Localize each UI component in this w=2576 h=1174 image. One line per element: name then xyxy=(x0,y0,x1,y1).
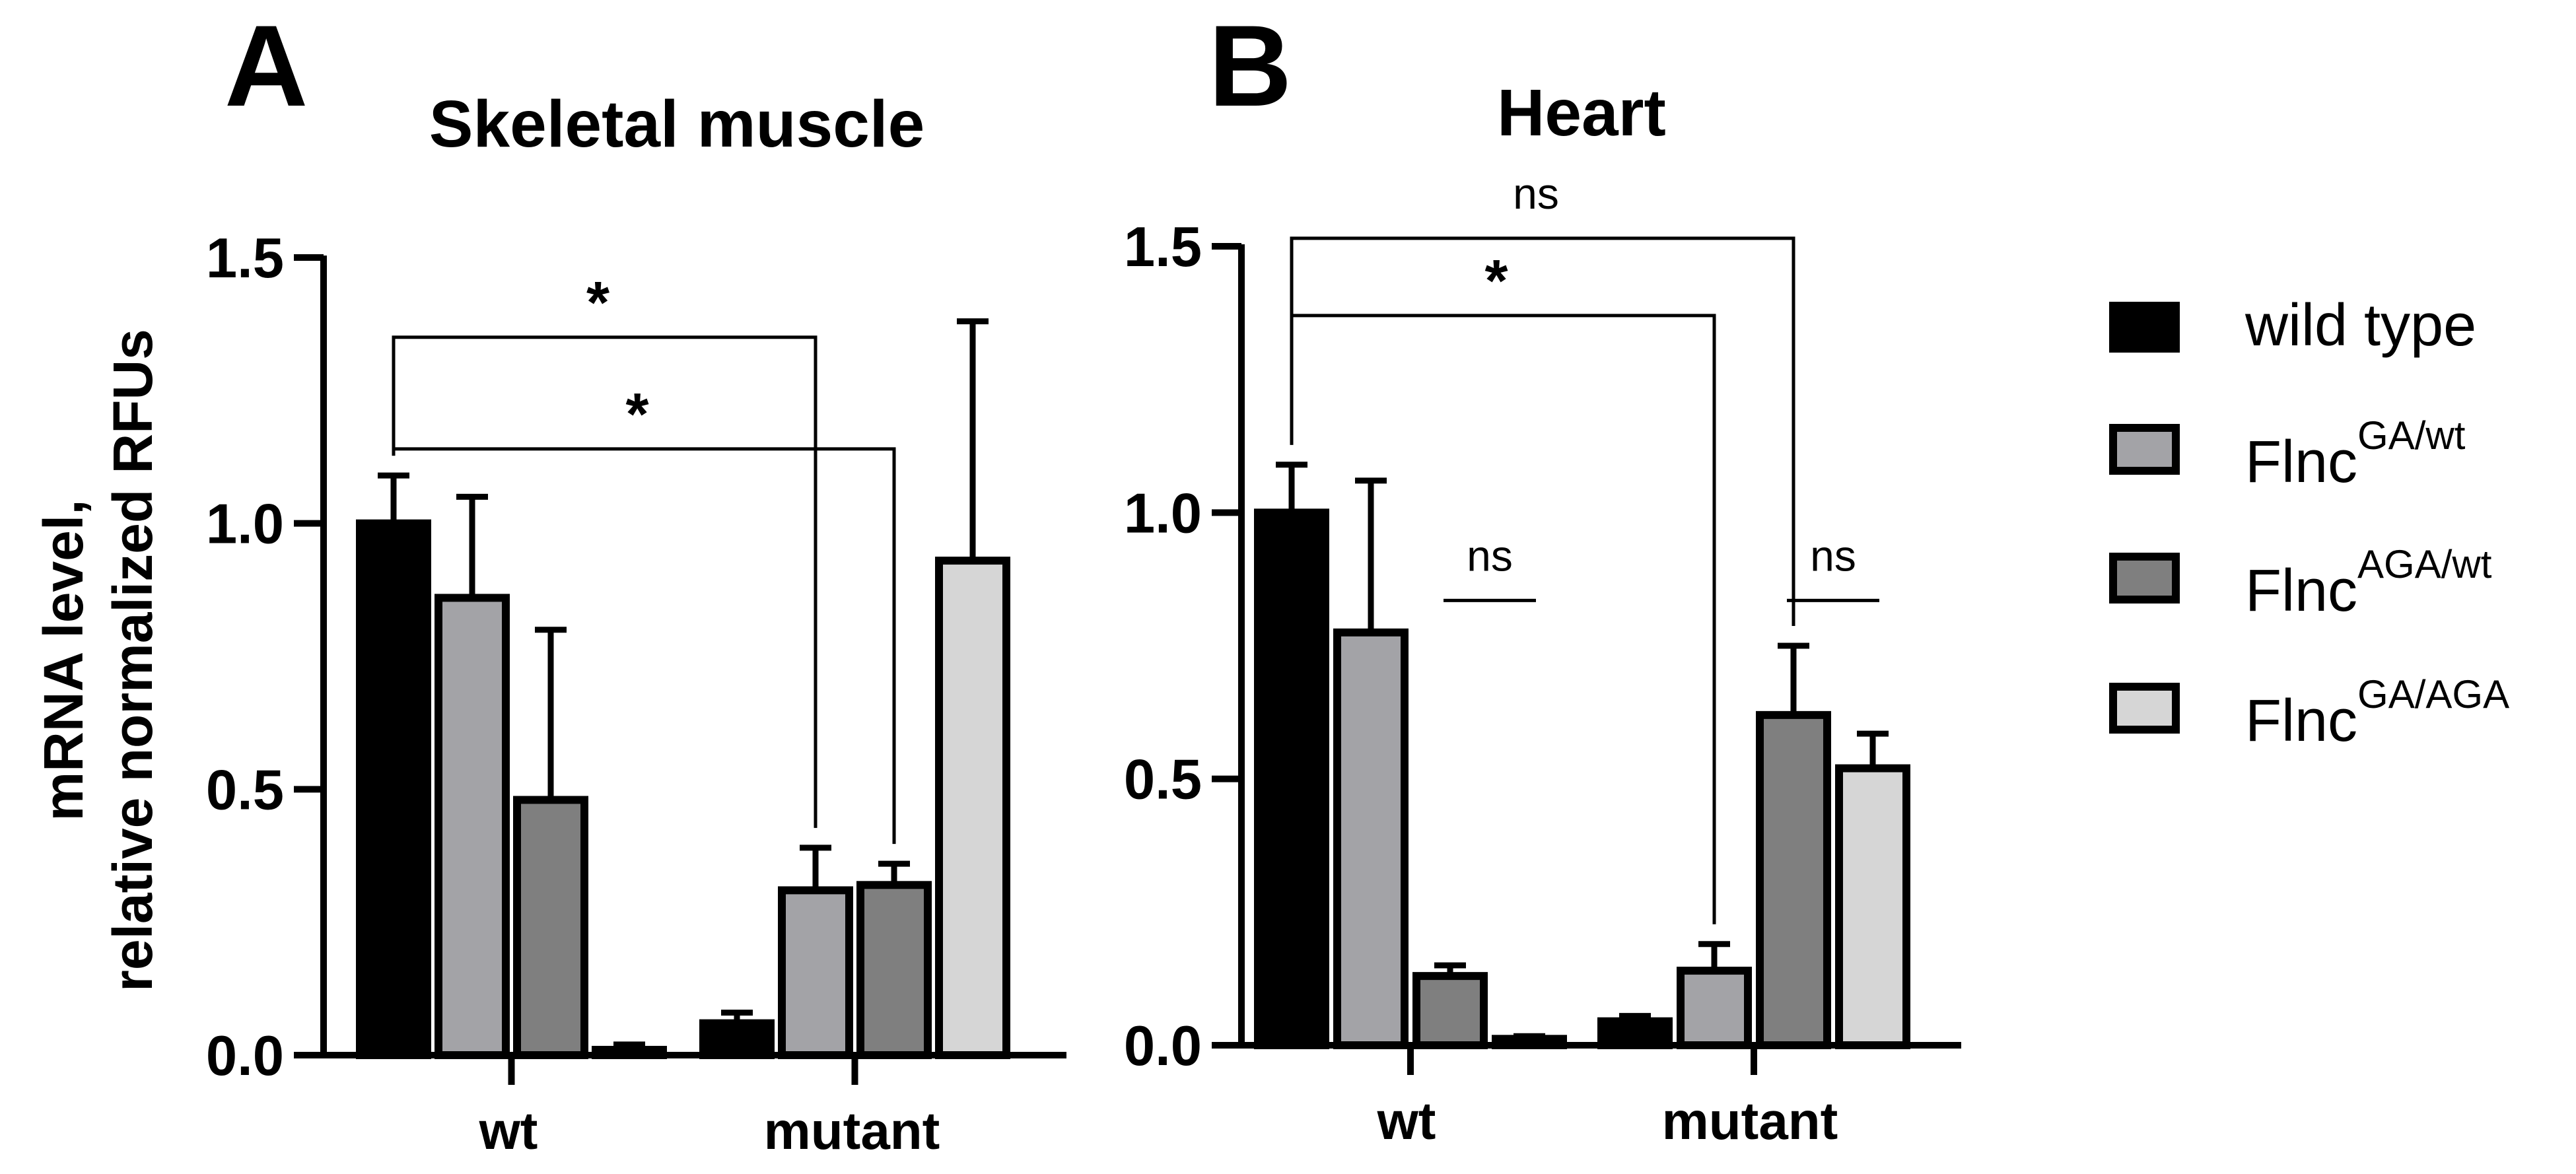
legend-entry-flnc-aga-wt: FlncAGA/wt xyxy=(2109,542,2492,624)
chart-title-heart: Heart xyxy=(1497,76,1666,150)
bar xyxy=(1412,972,1488,1049)
significance-label: * xyxy=(586,270,609,336)
bar xyxy=(1756,710,1831,1050)
panel-label-a: A xyxy=(225,2,308,131)
legend-label: FlncAGA/wt xyxy=(2245,542,2492,624)
y-tick-label: 1.5 xyxy=(206,227,284,290)
bar xyxy=(935,557,1010,1059)
legend-entry-flnc-ga-wt: FlncGA/wt xyxy=(2109,413,2466,495)
bar xyxy=(1835,764,1910,1049)
y-tick-label: 1.0 xyxy=(1124,482,1202,545)
group-label-mutant: mutant xyxy=(764,1101,940,1160)
legend-swatch xyxy=(2109,683,2180,734)
significance-label: ns xyxy=(1467,531,1513,580)
legend-label: FlncGA/wt xyxy=(2245,413,2466,495)
y-tick-label: 0.5 xyxy=(1124,749,1202,811)
group-label-wt: wt xyxy=(1377,1091,1436,1150)
legend-swatch xyxy=(2109,302,2180,353)
y-axis-label-line1: mRNA level, xyxy=(32,499,94,821)
significance-label: ns xyxy=(1810,531,1856,580)
bar xyxy=(435,594,510,1059)
group-label-wt: wt xyxy=(479,1101,538,1160)
bar xyxy=(1677,967,1752,1049)
y-tick-label: 1.5 xyxy=(1124,216,1202,279)
panel-b-marks: 0.00.51.01.5ns*ns ns xyxy=(1124,169,1961,1078)
legend-entry-flnc-ga-aga: FlncGA/AGA xyxy=(2109,672,2509,754)
bar xyxy=(778,886,853,1060)
bar xyxy=(699,1019,775,1060)
y-axis-label: mRNA level, relative normalized RFUs xyxy=(32,329,164,992)
bar xyxy=(1254,508,1329,1049)
bar xyxy=(1333,628,1409,1049)
panel-a: A Skeletal muscle wt mutant 0.0 0.5 1.0 1.5… xyxy=(206,2,1066,1160)
bar xyxy=(513,796,588,1059)
legend-label: wild type xyxy=(2245,293,2476,359)
y-tick-label: 0.5 xyxy=(206,759,284,821)
y-tick-label: 1.0 xyxy=(206,493,284,556)
legend-entry-wild-type: wild type xyxy=(2109,293,2476,359)
bar xyxy=(856,881,932,1059)
significance-bracket xyxy=(1290,314,1716,924)
bar xyxy=(592,1045,667,1059)
significance-label: * xyxy=(1484,248,1508,314)
legend: wild type FlncGA/wt FlncAGA/wt FlncGA/AG… xyxy=(2109,293,2509,754)
legend-swatch xyxy=(2109,553,2180,604)
significance-bracket xyxy=(392,447,896,845)
significance-label: * xyxy=(625,382,648,448)
significance-label: ns xyxy=(1513,169,1559,218)
legend-label: FlncGA/AGA xyxy=(2245,672,2509,754)
panel-label-b: B xyxy=(1208,2,1292,131)
bar xyxy=(1492,1035,1567,1049)
bar xyxy=(356,519,431,1059)
significance-bracket xyxy=(1290,236,1795,626)
bar xyxy=(1597,1017,1673,1049)
y-tick-label: 0.0 xyxy=(1124,1015,1202,1078)
y-tick-label: 0.0 xyxy=(206,1025,284,1088)
significance-bracket xyxy=(392,335,818,828)
group-label-mutant: mutant xyxy=(1662,1091,1838,1150)
chart-title-skeletal-muscle: Skeletal muscle xyxy=(429,87,924,161)
legend-swatch xyxy=(2109,424,2180,475)
y-axis-label-line2: relative normalized RFUs xyxy=(102,329,164,992)
panel-b: B Heart wt mutant 0.00.51.01.5ns*ns ns xyxy=(1124,2,1961,1150)
panel-a-marks: 0.0 0.5 1.0 1.5 ** xyxy=(206,227,1066,1088)
